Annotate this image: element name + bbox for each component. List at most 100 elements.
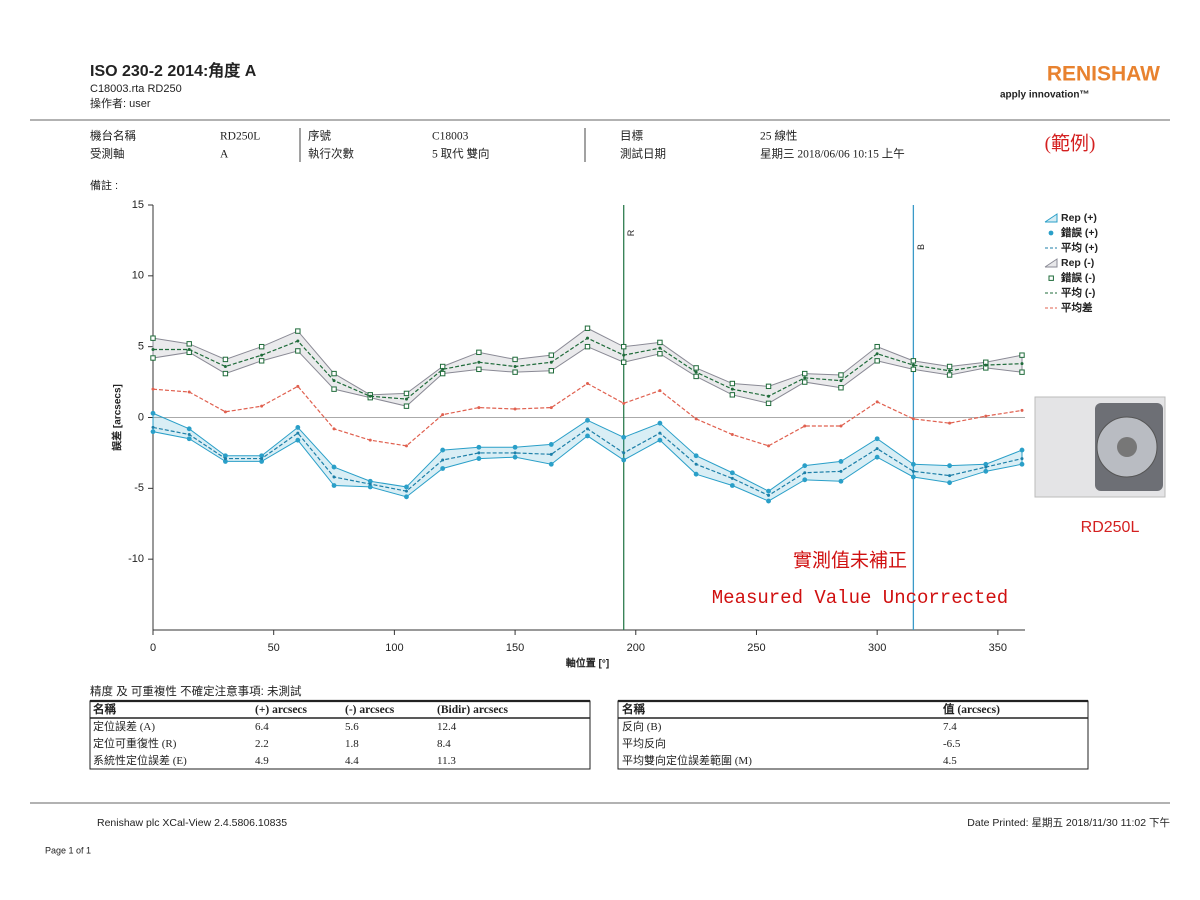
error-point <box>947 463 952 469</box>
error-point <box>983 461 989 467</box>
mean-point <box>948 474 952 478</box>
table-header: (+) arcsecs <box>255 704 308 716</box>
mean-point <box>694 462 698 466</box>
error-point <box>729 380 736 387</box>
error-point <box>439 370 446 377</box>
error-point <box>259 453 265 459</box>
error-point <box>186 341 192 347</box>
error-point <box>186 426 192 432</box>
error-point <box>657 437 663 443</box>
error-point <box>476 349 482 356</box>
error-point <box>729 483 735 488</box>
mean-point <box>767 394 771 398</box>
error-point <box>186 436 192 442</box>
error-point <box>874 436 880 442</box>
legend-symbol <box>1044 213 1058 223</box>
error-point <box>946 372 953 378</box>
mean-point <box>549 360 553 364</box>
mean-point <box>803 376 807 380</box>
remarks: 備註 : <box>90 179 118 192</box>
mean-point <box>223 457 227 461</box>
legend-symbol <box>1048 230 1054 236</box>
error-point <box>983 468 989 474</box>
error-point <box>548 352 554 358</box>
mean-point <box>513 451 517 455</box>
error-point <box>765 383 772 390</box>
info-cell: 5 取代 雙向 <box>432 147 490 161</box>
error-point <box>838 372 844 378</box>
y-tick-label: -5 <box>134 482 144 494</box>
error-point <box>367 478 373 484</box>
mean-point <box>513 365 517 368</box>
mean-point <box>404 489 408 493</box>
y-tick-label: -10 <box>128 553 144 565</box>
error-point <box>802 463 808 469</box>
mean-point <box>1020 408 1024 412</box>
mean-point <box>477 406 481 410</box>
mean-point <box>948 421 952 425</box>
x-tick-label: 250 <box>747 642 765 654</box>
mean-point <box>803 424 807 428</box>
mean-point <box>549 452 553 456</box>
error-point <box>657 351 663 357</box>
error-point <box>295 437 301 443</box>
error-point <box>584 325 591 331</box>
mean-point <box>1020 457 1024 461</box>
error-point <box>910 358 917 364</box>
error-point <box>331 370 337 377</box>
legend-label: Rep (-) <box>1061 257 1094 269</box>
mean-point <box>803 471 807 475</box>
error-point <box>910 366 917 373</box>
mean-point <box>223 410 227 414</box>
x-tick-label: 50 <box>268 642 280 654</box>
error-point <box>331 483 337 488</box>
legend-symbol <box>1048 275 1054 281</box>
legend-label: 平均差 <box>1061 301 1093 314</box>
error-point <box>766 488 771 494</box>
footer-printed: Date Printed: 星期五 2018/11/30 11:02 下午 <box>967 816 1170 829</box>
error-point <box>440 466 446 471</box>
error-point <box>838 385 844 391</box>
mean-point <box>767 444 771 448</box>
error-point <box>838 459 844 464</box>
error-point <box>331 386 337 392</box>
error-point <box>404 494 409 500</box>
error-point <box>729 470 735 476</box>
mean-point <box>658 389 662 393</box>
mean-point <box>441 458 445 462</box>
table-cell: 平均反向 <box>622 736 666 750</box>
error-point <box>621 359 627 365</box>
error-point <box>295 328 301 334</box>
legend-label: 平均 (-) <box>1061 286 1095 299</box>
legend-label: 平均 (+) <box>1061 241 1098 254</box>
error-point <box>150 429 156 435</box>
error-point <box>222 370 229 377</box>
error-point <box>874 343 880 350</box>
error-point <box>910 474 916 480</box>
error-point <box>621 434 627 440</box>
table-cell: 平均雙向定位誤差範圍 (M) <box>622 753 752 767</box>
error-point <box>150 335 156 341</box>
error-point <box>258 343 265 350</box>
mean-point <box>658 346 662 350</box>
error-point <box>765 400 772 407</box>
mean-point <box>694 370 698 374</box>
x-tick-label: 300 <box>868 642 886 654</box>
error-point <box>548 368 554 374</box>
mean-point <box>332 475 336 479</box>
y-tick-label: 10 <box>132 270 144 282</box>
operator: 操作者: user <box>90 96 151 110</box>
mean-point <box>911 417 915 421</box>
mean-point <box>875 447 879 451</box>
error-point <box>584 343 591 350</box>
legend-label: Rep (+) <box>1061 212 1097 224</box>
error-point <box>404 484 409 490</box>
mean-point <box>839 424 843 428</box>
overlay-text: 實測值未補正 <box>793 549 907 571</box>
error-point <box>476 444 482 450</box>
table-cell: -6.5 <box>943 738 961 750</box>
mean-point <box>441 413 445 417</box>
error-point <box>1019 447 1025 453</box>
